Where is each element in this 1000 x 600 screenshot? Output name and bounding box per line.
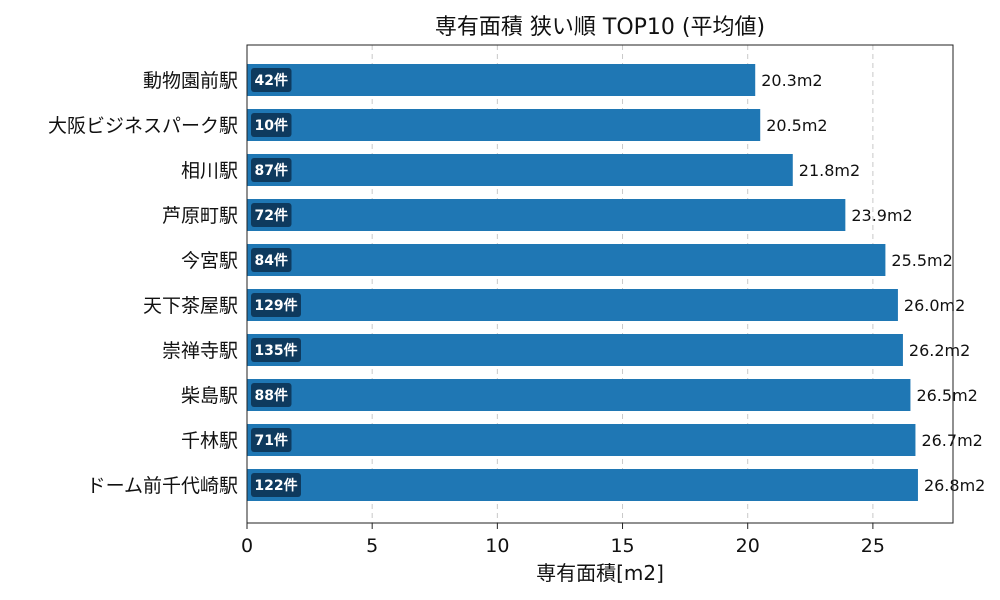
value-label: 23.9m2 [851, 206, 912, 225]
value-label: 26.7m2 [921, 431, 982, 450]
bar [247, 334, 903, 366]
bars [247, 64, 918, 501]
category-label: 天下茶屋駅 [143, 295, 238, 317]
category-label: 崇禅寺駅 [162, 340, 238, 362]
count-badge [251, 203, 292, 227]
bar [247, 424, 916, 456]
category-label: 大阪ビジネスパーク駅 [48, 115, 238, 137]
count-label: 72件 [255, 207, 288, 224]
count-label: 71件 [255, 432, 288, 449]
count-label: 84件 [255, 252, 288, 269]
value-label: 21.8m2 [799, 161, 860, 180]
value-label: 26.0m2 [904, 296, 965, 315]
count-label: 87件 [255, 162, 288, 179]
count-label: 10件 [255, 117, 288, 134]
x-tick-label: 10 [485, 535, 509, 557]
count-badge [251, 158, 292, 182]
category-label: 動物園前駅 [143, 70, 238, 92]
x-tick-label: 15 [610, 535, 634, 557]
value-label: 26.5m2 [916, 386, 977, 405]
count-label: 88件 [255, 387, 288, 404]
category-label: 芦原町駅 [162, 205, 238, 227]
bar [247, 64, 756, 96]
bar [247, 289, 898, 321]
count-label: 135件 [254, 342, 297, 359]
x-tick-label: 5 [366, 535, 378, 557]
count-badge [251, 68, 292, 92]
value-label: 26.2m2 [909, 341, 970, 360]
x-tick-label: 0 [241, 535, 253, 557]
bar [247, 379, 911, 411]
value-label: 25.5m2 [891, 251, 952, 270]
count-badge [251, 113, 292, 137]
category-label: 今宮駅 [181, 250, 238, 272]
labels: 動物園前駅 42件 20.3m2 大阪ビジネスパーク駅 10件 20.5m2 相川駅 87件 2… [48, 68, 985, 497]
value-label: 20.5m2 [766, 116, 827, 135]
x-tick-label: 25 [861, 535, 885, 557]
x-axis-ticks: 0 5 10 15 20 25 [241, 523, 885, 557]
count-label: 129件 [254, 297, 297, 314]
category-label: 相川駅 [181, 160, 238, 182]
count-badge [251, 293, 301, 317]
count-badge [251, 338, 301, 362]
plot-frame [246, 44, 954, 524]
count-badge [251, 428, 292, 452]
value-label: 20.3m2 [761, 71, 822, 90]
count-badge [251, 248, 292, 272]
category-label: 千林駅 [181, 430, 238, 452]
bar [247, 199, 846, 231]
x-axis-label: 専有面積[m2] [536, 561, 664, 585]
count-label: 122件 [254, 477, 297, 494]
count-badge [251, 383, 292, 407]
value-label: 26.8m2 [924, 476, 985, 495]
category-label: 柴島駅 [181, 385, 238, 407]
x-tick-label: 20 [736, 535, 760, 557]
count-badge [251, 473, 301, 497]
bar [247, 109, 761, 141]
bar [247, 469, 918, 501]
category-label: ドーム前千代崎駅 [87, 475, 238, 497]
chart-title: 専有面積 狭い順 TOP10 (平均値) [435, 15, 765, 40]
bar [247, 244, 886, 276]
bar [247, 154, 793, 186]
count-label: 42件 [255, 72, 288, 89]
